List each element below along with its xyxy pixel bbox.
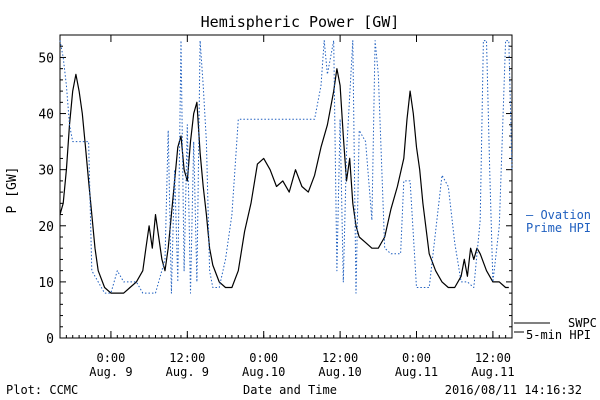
y-tick-label: 0	[46, 332, 54, 347]
x-tick-label-time: 0:00	[96, 351, 125, 365]
legend-ovation-line1: — Ovation	[526, 208, 591, 222]
x-tick-label-date: Aug. 9	[166, 365, 209, 379]
x-tick-label-date: Aug. 9	[89, 365, 132, 379]
x-tick-label-date: Aug.10	[242, 365, 285, 379]
x-tick-label-time: 12:00	[169, 351, 205, 365]
footer-timestamp: 2016/08/11 14:16:32	[445, 383, 582, 397]
y-tick-label: 50	[38, 51, 54, 66]
x-tick-label-date: Aug.11	[471, 365, 514, 379]
legend-ovation-line2: Prime HPI	[526, 221, 591, 235]
y-tick-label: 40	[38, 108, 54, 123]
x-tick-label-time: 0:00	[402, 351, 431, 365]
x-axis-label: Date and Time	[243, 383, 337, 397]
x-tick-label-time: 12:00	[475, 351, 511, 365]
x-tick-label-date: Aug.10	[318, 365, 361, 379]
x-tick-label-time: 0:00	[249, 351, 278, 365]
y-tick-label: 20	[38, 220, 54, 235]
x-tick-label-time: 12:00	[322, 351, 358, 365]
legend-swpc-line2: 5-min HPI	[526, 328, 591, 342]
series-ovation-line	[59, 40, 513, 294]
footer-plot-credit: Plot: CCMC	[6, 383, 78, 397]
y-tick-label: 10	[38, 276, 54, 291]
x-tick-label-date: Aug.11	[395, 365, 438, 379]
series-swpc-line	[59, 68, 509, 294]
y-axis-label: P [GW]	[5, 167, 20, 214]
y-tick-label: 30	[38, 164, 54, 179]
legend-swpc-line1: SWPC	[568, 316, 597, 330]
plot-frame	[59, 34, 513, 339]
chart-title: Hemispheric Power [GW]	[201, 13, 400, 31]
